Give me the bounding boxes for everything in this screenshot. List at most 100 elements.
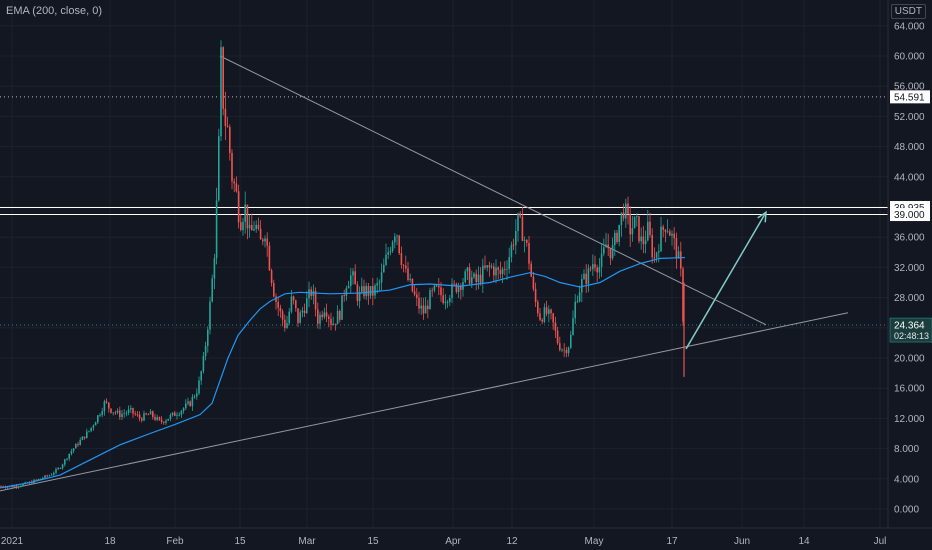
candle-body xyxy=(165,420,167,423)
candle-body xyxy=(378,282,381,284)
candle-body xyxy=(394,236,396,243)
candle-body xyxy=(677,251,680,259)
candle-body xyxy=(328,316,330,319)
candle-body xyxy=(592,264,594,270)
candle-body xyxy=(389,251,392,253)
candle-body xyxy=(97,415,99,423)
candle-body xyxy=(499,270,502,275)
candle-body xyxy=(664,229,667,232)
candle-body xyxy=(94,422,97,426)
candle-body xyxy=(431,290,433,292)
candle-body xyxy=(53,472,55,475)
candle-body xyxy=(240,222,242,231)
candle-body xyxy=(570,334,572,348)
candle-body xyxy=(20,485,22,487)
grid xyxy=(0,0,888,528)
current-price-label: 24.364 xyxy=(894,321,925,332)
level-tag[interactable] xyxy=(890,90,930,104)
candle-body xyxy=(548,309,550,314)
candle-body xyxy=(519,213,521,217)
candle-body xyxy=(640,236,642,242)
candle-body xyxy=(61,464,64,469)
candle-body xyxy=(675,238,678,259)
time-tick-label: May xyxy=(585,536,604,547)
candle-body xyxy=(37,478,40,480)
currency-label[interactable]: USDT xyxy=(890,4,926,19)
candle-body xyxy=(66,458,68,460)
candle-body xyxy=(81,436,84,441)
candle-body xyxy=(497,267,499,271)
candle-body xyxy=(466,267,469,272)
projection-arrow[interactable] xyxy=(685,210,767,350)
candle-body xyxy=(644,240,647,245)
candle-body xyxy=(174,412,176,416)
candle-body xyxy=(574,301,576,319)
candle-body xyxy=(453,283,455,285)
candle-body xyxy=(290,296,293,312)
candle-body xyxy=(68,453,70,459)
candle-body xyxy=(605,244,607,248)
candle-body xyxy=(457,285,460,292)
candle-body xyxy=(321,314,323,318)
candle-body xyxy=(255,224,257,230)
candle-body xyxy=(647,221,649,241)
candle-body xyxy=(193,396,196,398)
candle-body xyxy=(319,314,321,324)
candle-body xyxy=(75,444,77,449)
candle-body xyxy=(653,257,656,259)
candle-body xyxy=(125,412,128,414)
candle-body xyxy=(418,297,420,309)
candle-body xyxy=(587,268,590,284)
candle-body xyxy=(270,270,273,284)
candle-body xyxy=(347,285,350,289)
candle-body xyxy=(427,305,429,310)
candle-body xyxy=(187,401,189,404)
trendline[interactable] xyxy=(219,55,767,326)
candle-body xyxy=(400,253,403,265)
candle-body xyxy=(488,265,491,268)
candle-body xyxy=(92,425,95,428)
candle-body xyxy=(86,431,88,439)
candle-body xyxy=(288,311,290,324)
trendlines[interactable] xyxy=(0,55,849,492)
price-tick-label: 36.000 xyxy=(894,233,925,244)
candle-body xyxy=(141,418,143,421)
level-tag[interactable] xyxy=(890,208,930,222)
candle-body xyxy=(343,295,345,297)
candle-body xyxy=(682,268,684,322)
candle-body xyxy=(286,323,288,329)
horizontal-levels[interactable] xyxy=(0,96,888,326)
candle-body xyxy=(158,417,161,420)
price-tick-label: 4.000 xyxy=(894,474,919,485)
indicator-legend[interactable]: EMA (200, close, 0) xyxy=(6,5,102,17)
candle-body xyxy=(334,323,337,325)
candle-body xyxy=(655,252,658,258)
time-tick-label: 15 xyxy=(234,536,246,547)
price-axis[interactable]: 64.00060.00056.00052.00048.00044.00040.0… xyxy=(887,0,932,550)
candle-body xyxy=(363,286,365,297)
candle-body xyxy=(572,318,574,335)
arrow-shaft[interactable] xyxy=(685,211,767,350)
candle-body xyxy=(627,203,629,214)
candle-body xyxy=(350,275,352,286)
candle-body xyxy=(145,413,147,415)
candle-body xyxy=(361,286,363,292)
trendline[interactable] xyxy=(0,312,849,492)
current-price-tag[interactable] xyxy=(889,317,932,343)
candle-body xyxy=(11,485,13,488)
candle-body xyxy=(402,264,405,266)
candle-body xyxy=(330,318,332,325)
candle-body xyxy=(660,226,662,252)
candle-body xyxy=(103,401,106,412)
candle-body xyxy=(671,233,673,236)
candle-body xyxy=(471,277,473,284)
candle-body xyxy=(669,231,671,236)
candle-body xyxy=(4,487,7,488)
candle-body xyxy=(306,298,308,314)
candle-body xyxy=(598,267,601,273)
candle-body xyxy=(35,479,37,481)
time-tick-label: Apr xyxy=(445,536,461,547)
time-axis[interactable]: 2021 18 Feb 15 Mar 15 Apr 12 May 17 Jun 14 Jul xyxy=(0,527,932,547)
candle-body xyxy=(273,283,275,297)
